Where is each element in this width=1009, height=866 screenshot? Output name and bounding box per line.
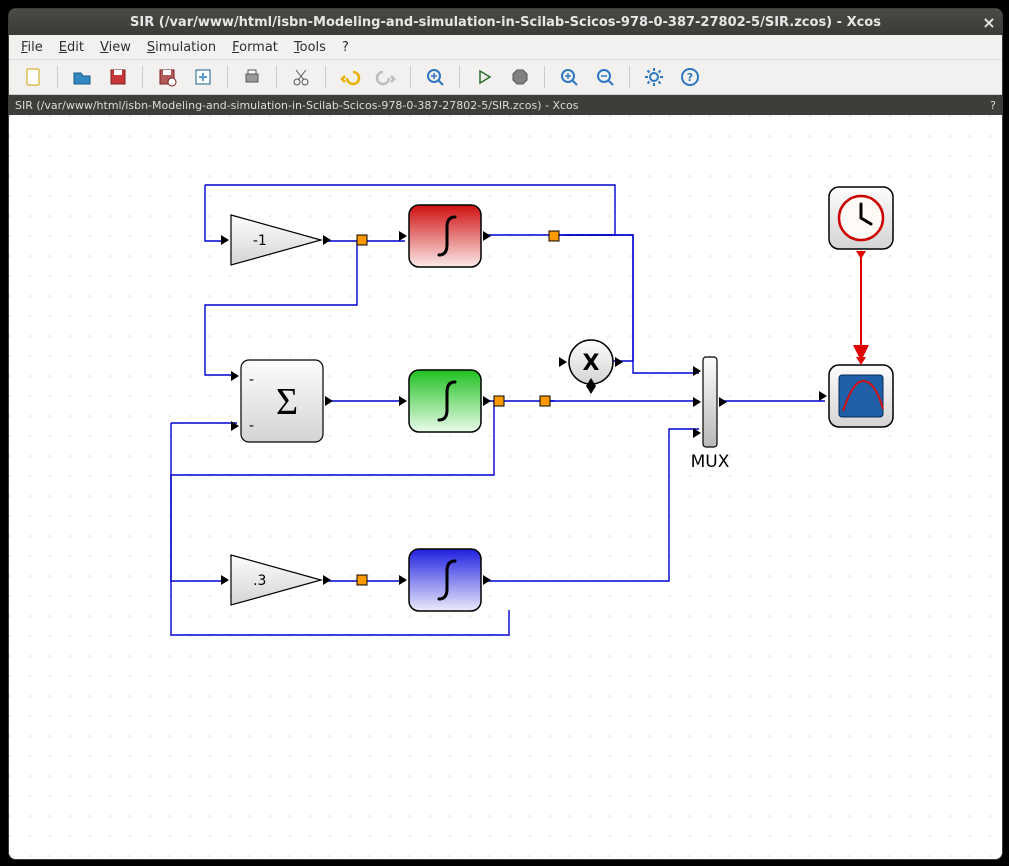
link-port[interactable] [357, 235, 367, 245]
menu-simulation[interactable]: Simulation [141, 38, 222, 57]
toolbar-separator [544, 66, 545, 88]
toolbar-help-button[interactable]: ? [676, 63, 704, 91]
toolbar-redo-button[interactable] [372, 63, 400, 91]
tab-strip: SIR (/var/www/html/isbn-Modeling-and-sim… [9, 95, 1002, 115]
link-port[interactable] [357, 575, 367, 585]
block-label: .3 [253, 573, 266, 589]
toolbar-export-button[interactable] [189, 63, 217, 91]
toolbar-open-button[interactable] [68, 63, 96, 91]
block-label: MUX [691, 452, 730, 472]
menu-file[interactable]: File [15, 38, 49, 57]
toolbar: ? [9, 60, 1002, 95]
toolbar-zoom-out-button[interactable] [591, 63, 619, 91]
menu-q[interactable]: ? [336, 38, 355, 57]
toolbar-zoom-in-button[interactable] [555, 63, 583, 91]
toolbar-separator [57, 66, 58, 88]
toolbar-separator [227, 66, 228, 88]
app-window: SIR (/var/www/html/isbn-Modeling-and-sim… [8, 8, 1003, 860]
menu-view[interactable]: View [94, 38, 137, 57]
window-title: SIR (/var/www/html/isbn-Modeling-and-sim… [35, 15, 976, 30]
toolbar-save-as-button[interactable] [153, 63, 181, 91]
block-clock[interactable] [829, 187, 893, 259]
toolbar-undo-button[interactable] [336, 63, 364, 91]
toolbar-save-button[interactable] [104, 63, 132, 91]
toolbar-separator [410, 66, 411, 88]
svg-text:-: - [249, 418, 254, 434]
block-label: Σ [276, 381, 298, 423]
toolbar-separator [142, 66, 143, 88]
link-port[interactable] [549, 231, 559, 241]
toolbar-run-button[interactable] [470, 63, 498, 91]
block-label: X [583, 351, 600, 376]
block-int2[interactable] [409, 370, 481, 432]
block-scope[interactable] [829, 357, 893, 427]
link-port[interactable] [494, 396, 504, 406]
block-sum[interactable]: Σ - - [241, 360, 323, 442]
toolbar-separator [459, 66, 460, 88]
toolbar-settings-button[interactable] [640, 63, 668, 91]
toolbar-new-button[interactable] [19, 63, 47, 91]
titlebar: SIR (/var/www/html/isbn-Modeling-and-sim… [9, 9, 1002, 35]
toolbar-separator [276, 66, 277, 88]
svg-text:?: ? [687, 71, 693, 84]
block-int1[interactable] [409, 205, 481, 267]
svg-text:-: - [249, 372, 254, 388]
tab-help-icon[interactable]: ? [980, 99, 996, 112]
tab-label[interactable]: SIR (/var/www/html/isbn-Modeling-and-sim… [15, 99, 980, 112]
menu-format[interactable]: Format [226, 38, 284, 57]
menubar: FileEditViewSimulationFormatTools? [9, 35, 1002, 60]
block-label: -1 [253, 233, 267, 249]
block-int3[interactable] [409, 549, 481, 611]
toolbar-separator [629, 66, 630, 88]
toolbar-stop-button[interactable] [506, 63, 534, 91]
toolbar-separator [325, 66, 326, 88]
menu-edit[interactable]: Edit [53, 38, 90, 57]
toolbar-print-button[interactable] [238, 63, 266, 91]
link-port[interactable] [540, 396, 550, 406]
menu-tools[interactable]: Tools [288, 38, 332, 57]
diagram-canvas[interactable]: -1 .3 Σ - - X MUX [9, 115, 1002, 859]
toolbar-cut-button[interactable] [287, 63, 315, 91]
close-button[interactable]: × [976, 13, 1002, 32]
toolbar-zoom-fit-button[interactable] [421, 63, 449, 91]
